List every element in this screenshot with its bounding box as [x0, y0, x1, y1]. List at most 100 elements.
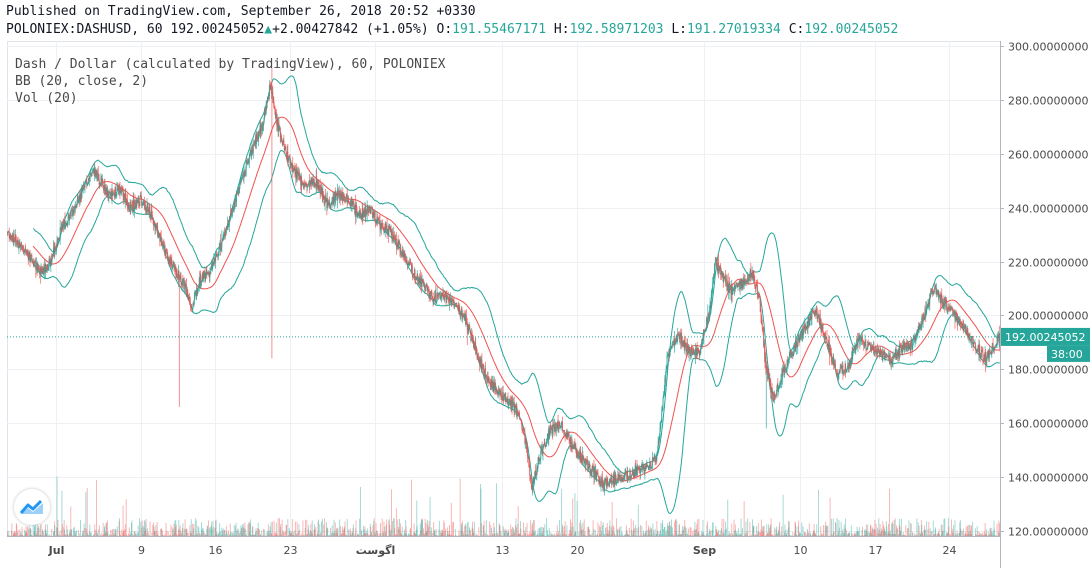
volume-bar [287, 519, 288, 536]
volume-bar [908, 528, 909, 536]
volume-bar [548, 535, 549, 536]
volume-bar [653, 530, 654, 536]
candle-body [183, 279, 184, 286]
volume-bar [260, 535, 261, 536]
volume-bar [496, 483, 497, 536]
high-value: 192.58971203 [570, 22, 664, 37]
volume-bar [165, 534, 166, 536]
volume-bar [451, 535, 452, 537]
volume-bar [912, 534, 913, 536]
volume-bar [962, 531, 963, 536]
volume-bar [861, 536, 862, 537]
volume-bar [546, 518, 547, 536]
volume-bar [504, 530, 505, 536]
volume-bar [543, 535, 544, 536]
candle-body [528, 457, 529, 467]
candle-body [77, 201, 78, 207]
volume-bar [862, 527, 863, 536]
volume-bar [217, 532, 218, 536]
volume-bar [87, 533, 88, 536]
bb-basis-line [33, 117, 1000, 481]
candle-body [320, 185, 321, 194]
candle-body [431, 292, 432, 296]
volume-bar [374, 518, 375, 536]
candle-body [446, 295, 447, 299]
volume-bar [849, 532, 850, 537]
candle-body [459, 308, 460, 314]
volume-bar [851, 533, 852, 536]
volume-bar [663, 529, 664, 536]
volume-bar [996, 535, 997, 536]
volume-bar [574, 493, 575, 536]
volume-bar [148, 532, 149, 536]
volume-bar [538, 529, 539, 537]
candle-body [597, 473, 598, 476]
volume-bar [445, 529, 446, 536]
volume-bar [23, 535, 24, 536]
volume-bar [148, 536, 149, 537]
volume-bar [501, 535, 502, 536]
volume-bar [360, 487, 361, 536]
volume-bar [957, 534, 958, 536]
volume-bar [157, 522, 158, 536]
volume-bar [676, 521, 677, 536]
volume-bar [901, 519, 902, 536]
volume-bar [226, 531, 227, 536]
volume-bar [102, 535, 103, 536]
volume-bar [819, 536, 820, 537]
low-value: 191.27019334 [687, 22, 781, 37]
volume-bar [283, 532, 284, 536]
volume-bar [528, 535, 529, 536]
candle-body [129, 207, 130, 210]
volume-bar [887, 534, 888, 536]
volume-bar [431, 535, 432, 536]
volume-bar [487, 535, 488, 536]
candle-body [392, 230, 393, 237]
volume-bar [771, 535, 772, 537]
volume-bar [55, 535, 56, 536]
volume-bar [302, 533, 303, 536]
volume-bar [713, 522, 714, 536]
volume-bar [818, 490, 819, 536]
volume-bar [930, 528, 931, 536]
volume-bar [673, 534, 674, 537]
volume-bar [650, 527, 651, 536]
volume-bar [203, 532, 204, 537]
volume-bar [720, 535, 721, 536]
volume-bar [525, 527, 526, 536]
volume-bar [71, 529, 72, 536]
volume-bar [491, 528, 492, 536]
volume-bar [852, 534, 853, 536]
volume-bar [671, 520, 672, 536]
chart-grid [7, 41, 1001, 537]
volume-bar [297, 522, 298, 536]
volume-bar [585, 531, 586, 536]
volume-bar [202, 528, 203, 536]
volume-bar [916, 535, 917, 536]
volume-bar [207, 526, 208, 536]
volume-bar [209, 528, 210, 536]
volume-bar [747, 518, 748, 536]
volume-bar [345, 521, 346, 536]
volume-bar [835, 523, 836, 536]
price-chart[interactable]: 120.00000000140.00000000160.00000000180.… [7, 41, 1091, 568]
volume-bar [419, 534, 420, 536]
volume-bar [31, 535, 32, 536]
volume-bar [775, 534, 776, 536]
volume-bar [806, 534, 807, 536]
volume-bar [766, 524, 767, 536]
volume-bar [943, 531, 944, 536]
volume-bar [839, 528, 840, 536]
last-price: 192.00245052 [170, 22, 264, 37]
volume-bar [240, 531, 241, 536]
volume-bar [245, 529, 246, 536]
volume-bar [918, 523, 919, 537]
volume-bar [330, 528, 331, 536]
volume-bar [178, 520, 179, 536]
volume-bar [915, 535, 916, 536]
volume-bar [11, 523, 12, 536]
volume-bar [997, 524, 998, 536]
volume-bar [619, 527, 620, 536]
candle-body [260, 126, 261, 134]
